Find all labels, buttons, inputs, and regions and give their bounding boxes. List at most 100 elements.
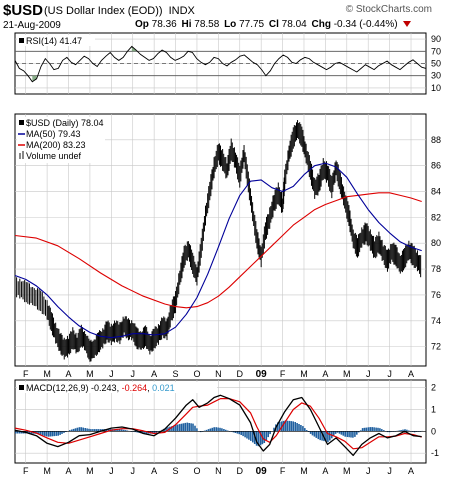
macd-histogram-bar	[65, 431, 67, 432]
macd-tick-label: 2	[431, 383, 436, 393]
macd-histogram-bar	[180, 423, 183, 432]
exchange-label: INDX	[168, 5, 195, 17]
price-x-label: A	[66, 369, 72, 379]
macd-x-label: A	[151, 466, 157, 476]
macd-histogram-bar	[379, 428, 381, 432]
macd-histogram-bar	[178, 424, 181, 432]
macd-histogram-bar	[215, 427, 217, 432]
macd-histogram-bar	[302, 426, 304, 432]
date-label: 21-Aug-2009	[3, 20, 61, 31]
low-value: 77.75	[239, 19, 265, 30]
ticker-name: (US Dollar Index (EOD))	[44, 5, 163, 17]
macd-histogram-bar	[61, 431, 63, 434]
macd-histogram-bar	[292, 421, 294, 432]
macd-histogram-bar	[359, 430, 362, 432]
macd-histogram-bar	[136, 431, 138, 433]
macd-x-label: S	[173, 466, 179, 476]
macd-histogram-bar	[232, 431, 235, 433]
macd-histogram-bar	[192, 423, 194, 432]
macd-histogram-bar	[377, 427, 379, 432]
macd-x-label: J	[387, 466, 392, 476]
macd-histogram-bar	[346, 431, 348, 437]
macd-histogram-bar	[223, 429, 225, 432]
rsi-tick-label: 50	[431, 59, 441, 69]
price-x-label: M	[343, 369, 351, 379]
macd-histogram-bar	[30, 431, 32, 434]
macd-histogram-bar	[250, 431, 252, 441]
macd-histogram-bar	[288, 420, 291, 432]
macd-histogram-bar	[151, 431, 154, 434]
macd-histogram-bar	[84, 428, 86, 432]
macd-histogram-bar	[188, 423, 190, 432]
macd-histogram-bar	[402, 429, 404, 432]
macd-histogram-bar	[57, 431, 59, 436]
close-label: Cl	[268, 19, 279, 30]
price-tick-label: 78	[431, 264, 441, 274]
macd-histogram-bar	[354, 431, 356, 437]
price-x-label: F	[23, 369, 29, 379]
macd-histogram-bar	[76, 427, 79, 432]
macd-histogram-bar	[305, 430, 308, 432]
macd-histogram-bar	[16, 431, 19, 434]
macd-histogram-bar	[273, 427, 275, 432]
macd-histogram-bar	[248, 431, 250, 440]
rsi-extreme-fill	[32, 75, 37, 82]
macd-legend-sep: ,	[147, 383, 152, 393]
rsi-legend-swatch	[19, 38, 24, 43]
macd-histogram-bar	[207, 429, 210, 432]
macd-histogram-bar	[99, 429, 102, 432]
rsi-line	[14, 45, 427, 83]
macd-histogram-bar	[78, 427, 81, 432]
macd-x-label: M	[343, 466, 351, 476]
macd-histogram-bar	[142, 431, 144, 434]
macd-histogram-bar	[115, 429, 117, 432]
macd-histogram-bar	[219, 427, 221, 432]
macd-x-label: J	[130, 466, 135, 476]
rsi-tick-label: 90	[431, 34, 441, 44]
macd-histogram-bar	[400, 430, 402, 432]
macd-histogram-bar	[236, 431, 239, 434]
macd-x-label: J	[109, 466, 114, 476]
macd-histogram-bar	[59, 431, 61, 435]
price-x-label: J	[130, 369, 135, 379]
price-x-label: A	[322, 369, 328, 379]
macd-histogram-bar	[90, 429, 92, 432]
price-x-label: M	[43, 369, 51, 379]
macd-histogram-bar	[74, 428, 77, 432]
macd-histogram-bar	[194, 425, 196, 432]
open-label: Op	[135, 19, 149, 30]
macd-histogram-bar	[398, 430, 400, 432]
macd-histogram-bar	[255, 431, 258, 446]
macd-legend-label: MACD(12,26,9)	[26, 383, 91, 393]
macd-histogram-bar	[196, 428, 198, 432]
macd-histogram-bar	[190, 423, 192, 432]
macd-histogram-bar	[72, 428, 75, 432]
macd-histogram-bar	[80, 427, 83, 432]
macd-signal-line	[14, 398, 422, 450]
macd-histogram-bar	[350, 431, 352, 438]
change-label: Chg	[311, 19, 331, 30]
macd-histogram-bar	[45, 431, 48, 437]
macd-histogram-bar	[342, 431, 345, 436]
macd-histogram-bar	[167, 427, 169, 432]
macd-x-label: F	[23, 466, 29, 476]
macd-histogram-bar	[404, 429, 406, 432]
macd-line	[14, 394, 422, 457]
price-legend-bg	[17, 117, 105, 163]
macd-histogram-bar	[332, 431, 335, 437]
change-value: -0.34 (-0.44%)	[333, 19, 398, 30]
macd-histogram-bar	[217, 427, 219, 432]
rsi-legend-bg	[17, 35, 95, 46]
macd-histogram-bar	[246, 431, 248, 439]
macd-histogram-bar	[373, 427, 375, 432]
open-value: 78.36	[151, 19, 177, 30]
macd-histogram-bar	[173, 425, 175, 432]
macd-histogram-bar	[40, 431, 42, 435]
rsi-tick-label: 10	[431, 83, 441, 93]
macd-histogram-bar	[383, 430, 385, 432]
macd-histogram-bar	[300, 425, 302, 432]
macd-histogram-bar	[375, 427, 377, 432]
macd-histogram-bar	[311, 431, 314, 436]
price-tick-label: 80	[431, 238, 441, 248]
ma50-line	[14, 162, 422, 339]
